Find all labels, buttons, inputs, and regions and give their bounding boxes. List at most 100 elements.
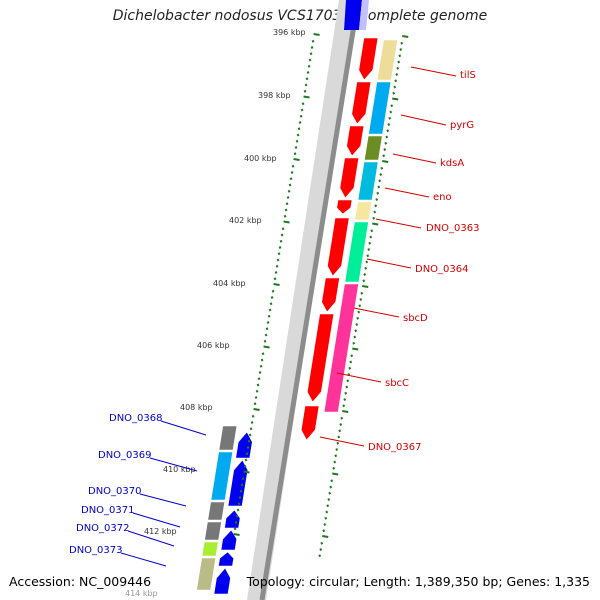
gene-label-tilS: tilS	[460, 70, 476, 81]
minor-tick	[299, 114, 303, 118]
minor-tick	[374, 204, 378, 208]
gene-label-eno: eno	[433, 192, 452, 203]
label-leader-line	[149, 457, 198, 472]
major-tick	[382, 160, 389, 163]
cog-color-segment	[364, 135, 383, 161]
minor-tick	[268, 308, 272, 312]
minus-strand-gene-arrow	[336, 199, 353, 215]
minor-tick	[357, 310, 361, 314]
cog-color-segment	[204, 521, 222, 541]
minor-tick	[249, 427, 253, 431]
inner-tick-ring	[233, 33, 320, 536]
cog-color-track-right	[323, 39, 398, 413]
gene-label-dno-0371: DNO_0371	[81, 505, 135, 516]
major-tick	[362, 285, 369, 288]
minor-tick	[297, 127, 301, 131]
minor-tick	[370, 229, 374, 233]
minor-tick	[367, 248, 371, 251]
scale-labels: 396 kbp 398 kbp 400 kbp 402 kbp 404 kbp …	[125, 28, 306, 598]
minor-tick	[298, 121, 302, 124]
minor-tick	[296, 133, 300, 137]
minor-tick	[306, 71, 310, 74]
minor-tick	[248, 433, 252, 437]
minor-tick	[385, 135, 389, 139]
minor-tick	[375, 198, 379, 201]
major-tick	[332, 472, 339, 476]
minor-tick	[382, 154, 386, 158]
cog-color-segment	[323, 283, 359, 413]
minor-tick	[333, 460, 337, 464]
minor-tick	[344, 391, 348, 395]
minor-tick	[247, 439, 251, 443]
gene-label-sbcC: sbcC	[385, 378, 409, 389]
minor-tick	[392, 91, 396, 95]
minor-tick	[369, 235, 373, 239]
minor-tick	[240, 483, 244, 487]
major-tick	[293, 158, 300, 161]
minor-tick	[346, 379, 350, 383]
label-leader-line	[366, 258, 412, 269]
minor-tick	[379, 173, 383, 176]
plus-strand-gene-arrow	[227, 459, 249, 507]
minor-tick	[397, 60, 401, 64]
minor-tick	[263, 339, 267, 343]
genome-backbone	[259, 0, 361, 600]
scale-label: 414 kbp	[125, 589, 158, 598]
minor-tick	[364, 266, 368, 270]
minor-tick	[365, 260, 369, 264]
minor-tick	[326, 504, 330, 508]
genome-summary-label: Topology: circular; Length: 1,389,350 bp…	[246, 574, 590, 589]
accession-label: Accession: NC_009446	[9, 574, 152, 589]
minor-tick	[260, 358, 264, 362]
minor-tick	[264, 333, 268, 337]
outer-tick-ring	[318, 35, 409, 558]
minor-tick	[235, 514, 239, 518]
major-tick	[243, 470, 250, 474]
plus-strand-gene-arrow	[235, 431, 253, 459]
major-tick	[283, 220, 290, 224]
minor-tick	[340, 416, 344, 420]
minor-tick	[318, 554, 322, 558]
minor-tick	[281, 227, 285, 231]
minor-tick	[238, 496, 242, 499]
scale-label: 408 kbp	[180, 403, 213, 412]
minor-tick	[241, 477, 245, 481]
minor-tick	[378, 179, 382, 183]
minor-tick	[356, 316, 360, 320]
label-leader-line	[120, 552, 167, 567]
minor-tick	[355, 323, 359, 326]
minor-tick	[278, 246, 282, 249]
scale-label: 400 kbp	[244, 154, 277, 163]
minor-tick	[337, 435, 341, 439]
scale-label: 404 kbp	[213, 279, 246, 288]
minor-tick	[257, 377, 261, 381]
major-tick	[233, 533, 240, 536]
right-gene-labels: tilS pyrG kdsA eno DNO_0363 DNO_0364 sbc…	[319, 66, 480, 453]
minor-tick	[380, 166, 384, 170]
minor-tick	[246, 446, 250, 449]
scale-label: 396 kbp	[273, 28, 306, 37]
minor-tick	[363, 273, 367, 276]
minor-tick	[329, 485, 333, 489]
minor-tick	[389, 110, 393, 114]
minor-tick	[284, 208, 288, 212]
gene-label-kdsA: kdsA	[440, 158, 464, 169]
minor-tick	[325, 510, 329, 514]
minor-tick	[395, 73, 399, 76]
minor-tick	[368, 241, 372, 245]
minor-tick	[277, 252, 281, 256]
minor-tick	[372, 216, 376, 220]
minor-tick	[345, 385, 349, 389]
minor-tick	[349, 360, 353, 364]
scale-label: 398 kbp	[258, 91, 291, 100]
cog-color-segment	[196, 557, 217, 591]
minor-tick	[280, 233, 284, 237]
minor-tick	[265, 327, 269, 331]
major-tick	[273, 283, 280, 286]
minor-tick	[245, 452, 249, 456]
minor-tick	[377, 185, 381, 189]
minor-tick	[358, 304, 362, 308]
minor-tick	[271, 289, 275, 293]
plus-strand-gene-arrow	[344, 0, 362, 30]
